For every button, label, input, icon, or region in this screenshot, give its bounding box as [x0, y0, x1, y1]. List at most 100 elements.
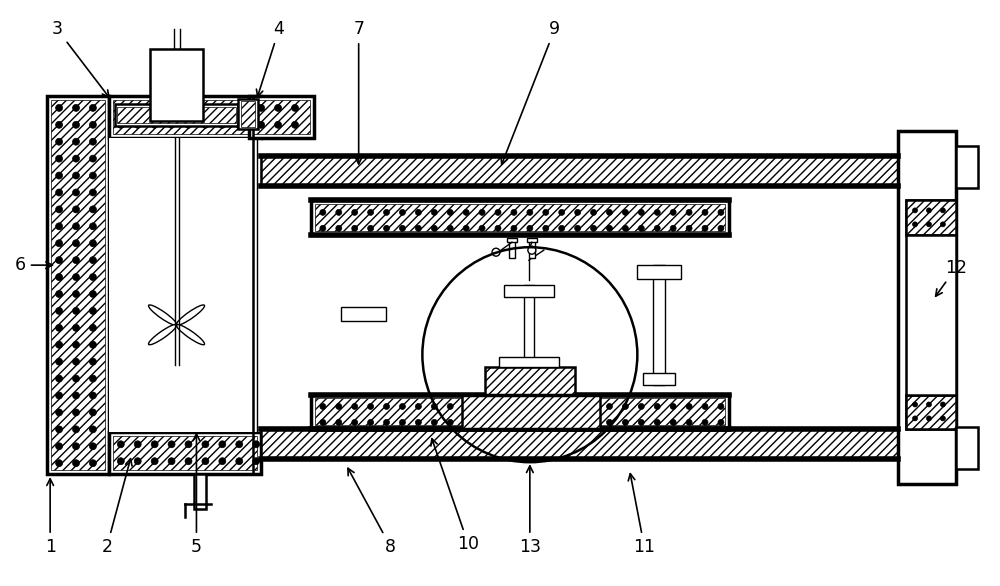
Circle shape: [89, 375, 96, 382]
Circle shape: [89, 172, 96, 179]
Ellipse shape: [176, 305, 205, 325]
Circle shape: [73, 324, 80, 331]
Circle shape: [117, 121, 124, 128]
Circle shape: [89, 240, 96, 247]
Bar: [529, 240, 535, 258]
Text: 1: 1: [45, 479, 56, 556]
Circle shape: [926, 416, 931, 421]
Circle shape: [479, 404, 485, 410]
Circle shape: [495, 404, 501, 410]
Circle shape: [336, 209, 342, 216]
Bar: [524, 285, 534, 367]
Circle shape: [686, 209, 692, 216]
Circle shape: [575, 226, 581, 231]
Circle shape: [258, 121, 265, 128]
Circle shape: [73, 443, 80, 449]
Circle shape: [718, 420, 724, 425]
Circle shape: [56, 341, 63, 348]
Bar: [51, 100, 105, 470]
Circle shape: [415, 209, 421, 216]
Circle shape: [73, 223, 80, 230]
Circle shape: [56, 459, 63, 466]
Circle shape: [56, 189, 63, 196]
Circle shape: [151, 121, 158, 128]
Circle shape: [492, 248, 500, 256]
Circle shape: [670, 226, 676, 231]
Bar: [150, 49, 203, 121]
Circle shape: [89, 206, 96, 213]
Circle shape: [399, 209, 405, 216]
Circle shape: [399, 404, 405, 410]
Bar: [956, 146, 978, 188]
Circle shape: [73, 257, 80, 264]
Bar: [507, 239, 517, 242]
Circle shape: [236, 441, 243, 448]
Circle shape: [56, 240, 63, 247]
Ellipse shape: [176, 325, 205, 345]
Circle shape: [415, 420, 421, 425]
Circle shape: [117, 441, 124, 448]
Circle shape: [185, 458, 192, 465]
Circle shape: [926, 208, 931, 213]
Circle shape: [559, 209, 565, 216]
Circle shape: [384, 226, 390, 231]
Circle shape: [73, 121, 80, 128]
Circle shape: [415, 226, 421, 231]
Circle shape: [56, 358, 63, 365]
Circle shape: [89, 189, 96, 196]
Circle shape: [89, 257, 96, 264]
Circle shape: [56, 223, 63, 230]
Circle shape: [73, 155, 80, 162]
Bar: [113, 100, 257, 134]
Circle shape: [56, 308, 63, 315]
Circle shape: [73, 341, 80, 348]
Circle shape: [89, 121, 96, 128]
Circle shape: [431, 209, 437, 216]
Bar: [311, 394, 729, 430]
Circle shape: [89, 155, 96, 162]
Circle shape: [638, 420, 644, 425]
Bar: [637, 265, 681, 279]
Text: 8: 8: [348, 468, 396, 556]
Bar: [906, 394, 956, 430]
Circle shape: [73, 138, 80, 145]
Circle shape: [56, 206, 63, 213]
Circle shape: [89, 392, 96, 399]
Circle shape: [686, 420, 692, 425]
Circle shape: [202, 104, 209, 111]
Text: 4: 4: [256, 21, 284, 97]
Circle shape: [56, 121, 63, 128]
Circle shape: [543, 404, 549, 410]
Circle shape: [56, 291, 63, 298]
Bar: [253, 100, 310, 134]
Circle shape: [559, 420, 565, 425]
Circle shape: [56, 392, 63, 399]
Circle shape: [320, 420, 326, 425]
Circle shape: [56, 426, 63, 433]
Circle shape: [320, 226, 326, 231]
Circle shape: [447, 420, 453, 425]
Circle shape: [913, 208, 918, 213]
Circle shape: [89, 426, 96, 433]
Circle shape: [89, 274, 96, 281]
Circle shape: [89, 324, 96, 331]
Circle shape: [575, 209, 581, 216]
Circle shape: [415, 404, 421, 410]
Bar: [527, 239, 537, 242]
Circle shape: [528, 246, 536, 254]
Circle shape: [56, 409, 63, 416]
Circle shape: [926, 222, 931, 227]
Circle shape: [622, 209, 628, 216]
Circle shape: [591, 420, 597, 425]
Circle shape: [638, 209, 644, 216]
Circle shape: [384, 404, 390, 410]
Circle shape: [622, 420, 628, 425]
Circle shape: [622, 226, 628, 231]
Circle shape: [73, 375, 80, 382]
Circle shape: [56, 104, 63, 111]
Text: 13: 13: [519, 466, 541, 556]
Circle shape: [336, 226, 342, 231]
Ellipse shape: [149, 305, 177, 325]
Circle shape: [368, 404, 374, 410]
Circle shape: [320, 209, 326, 216]
